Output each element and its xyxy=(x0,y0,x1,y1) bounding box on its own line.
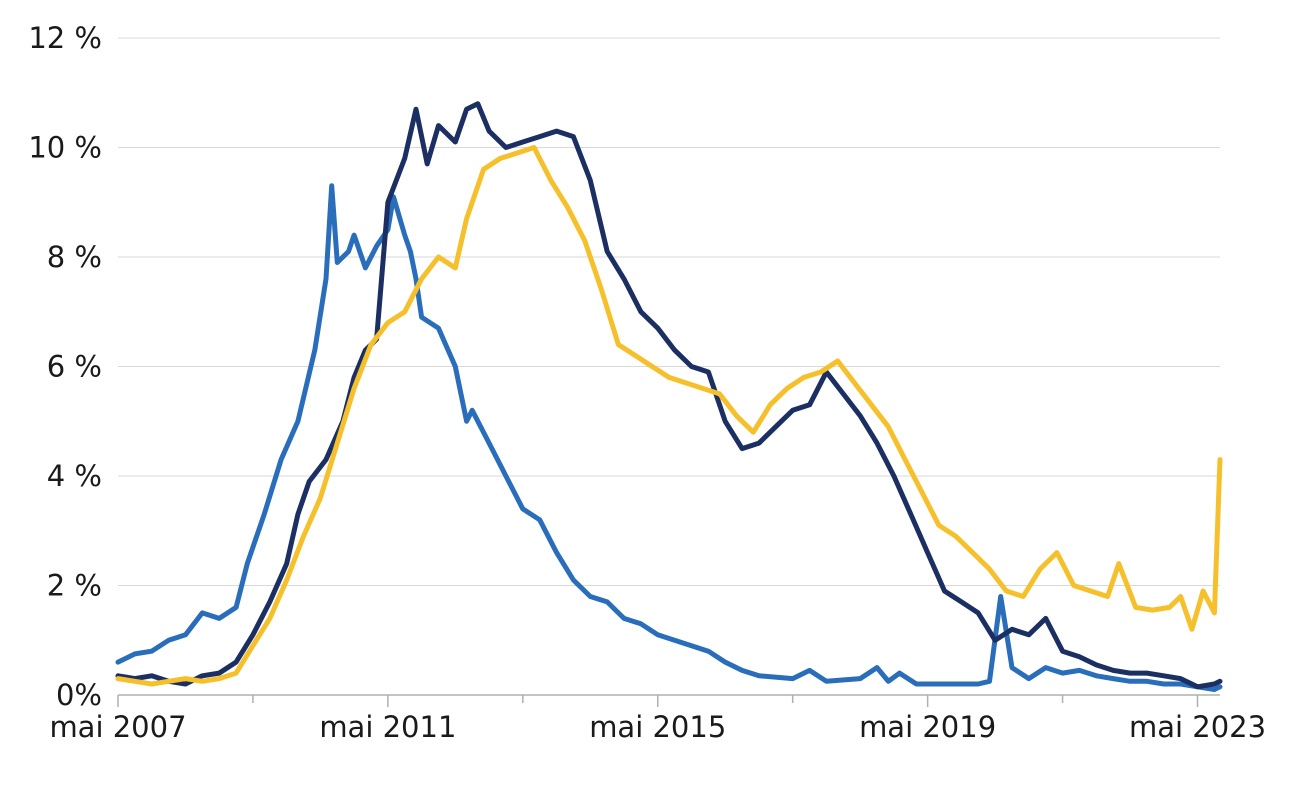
y-tick-label: 0% xyxy=(56,678,102,712)
y-tick-label: 12 % xyxy=(28,21,102,55)
x-tick-label: mai 2023 xyxy=(1129,710,1266,744)
x-tick-label: mai 2011 xyxy=(319,710,456,744)
x-tick-label: mai 2007 xyxy=(49,710,186,744)
y-tick-label: 10 % xyxy=(28,131,102,165)
axes xyxy=(117,694,1220,707)
gridlines xyxy=(118,37,1220,586)
x-tick-label: mai 2015 xyxy=(589,710,726,744)
tick-labels: 0% 2 % 4 % 6 % 8 % 10 % 12 % mai 2007 mai 2011 ma… xyxy=(28,21,1266,744)
y-tick-label: 4 % xyxy=(47,459,102,493)
series-line-1 xyxy=(115,183,1223,692)
x-tick-label: mai 2019 xyxy=(859,710,996,744)
series-line-2 xyxy=(115,101,1223,690)
y-tick-label: 2 % xyxy=(47,569,102,603)
y-tick-label: 6 % xyxy=(47,350,102,384)
series-line-3 xyxy=(115,145,1223,687)
series-lines xyxy=(115,101,1223,692)
y-tick-label: 8 % xyxy=(47,240,102,274)
